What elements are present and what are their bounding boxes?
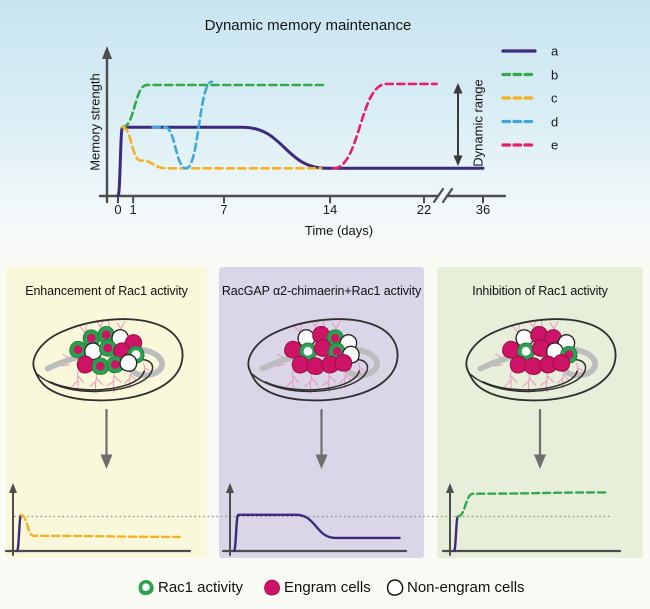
chart-title: Dynamic memory maintenance — [204, 17, 412, 34]
cell-cluster — [502, 325, 578, 375]
engram-cell-icon — [264, 579, 281, 596]
x-tick-label: 7 — [220, 202, 228, 217]
legend-label: Non-engram cells — [407, 579, 525, 596]
legend-label: Rac1 activity — [158, 579, 244, 596]
non-engram-cell-icon — [386, 579, 404, 596]
legend-item-rac1-activity: Rac1 activity — [137, 577, 243, 598]
panel-title: Enhancement of Rac1 activity — [25, 284, 188, 298]
y-axis-label: Memory strength — [87, 73, 103, 171]
legend-item-label: b — [551, 67, 559, 82]
x-tick-label: 14 — [322, 202, 338, 217]
hippocampus-illustration — [453, 300, 627, 424]
x-tick-label: 22 — [416, 202, 432, 217]
cell-cluster — [68, 326, 145, 375]
rac1-activity-icon — [138, 579, 154, 596]
panel-title: Inhibition of Rac1 activity — [472, 284, 608, 298]
dynamic-range-label: Dynamic range — [470, 79, 486, 167]
legend-label: Engram cells — [284, 579, 371, 596]
panel-inhibition: Inhibition of Rac1 activity — [437, 267, 643, 558]
legend-item-label: a — [551, 43, 559, 59]
panel-title: RacGAP α2-chimaerin+Rac1 activity — [221, 284, 422, 298]
legend-item-label: c — [551, 90, 558, 106]
x-axis-label: Time (days) — [304, 223, 374, 238]
cell-cluster — [283, 325, 360, 375]
x-tick-label: 1 — [129, 202, 137, 217]
x-tick-label: 36 — [475, 202, 491, 217]
legend-item-label: e — [551, 137, 559, 153]
legend-item-non-engram-cells: Non-engram cells — [386, 577, 525, 598]
legend-item-engram-cells: Engram cells — [263, 577, 371, 598]
x-tick-label: 0 — [114, 202, 122, 217]
top-chart-background — [0, 0, 650, 262]
legend-item-label: d — [551, 114, 559, 129]
hippocampus-illustration — [20, 300, 194, 424]
hippocampus-illustration — [235, 300, 409, 424]
